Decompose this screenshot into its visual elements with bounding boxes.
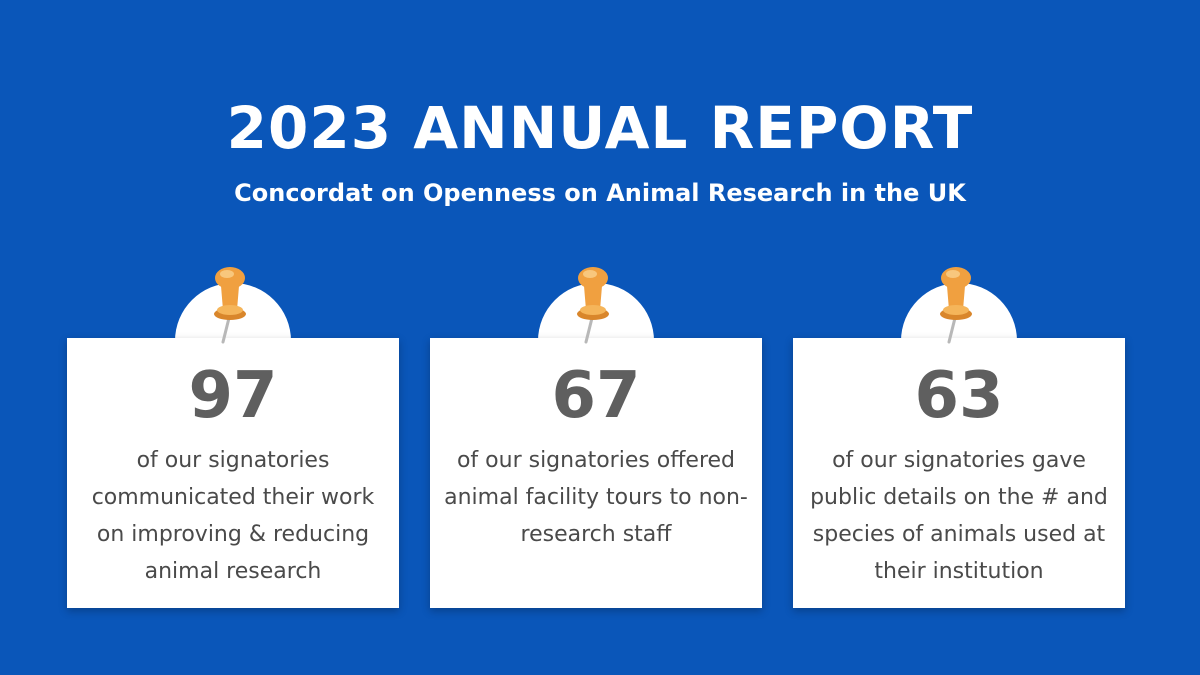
stat-description: of our signatories gave public details o… xyxy=(810,448,1108,584)
pushpin-icon xyxy=(577,267,609,344)
stat-number: 63 xyxy=(914,359,1004,433)
stat-card-1: 97 of our signatories communicated their… xyxy=(67,338,399,608)
stat-description: of our signatories offered animal facili… xyxy=(444,448,748,547)
stat-description: of our signatories communicated their wo… xyxy=(91,448,375,584)
stat-card-2: 67 of our signatories offered animal fac… xyxy=(430,338,762,608)
stat-number: 97 xyxy=(188,359,278,433)
report-title: 2023 ANNUAL REPORT xyxy=(226,94,974,162)
pushpin-icon xyxy=(214,267,246,344)
stat-card-3: 63 of our signatories gave public detail… xyxy=(793,338,1125,608)
report-subtitle: Concordat on Openness on Animal Research… xyxy=(234,179,966,207)
stat-number: 67 xyxy=(551,359,641,433)
pushpin-icon xyxy=(940,267,972,344)
